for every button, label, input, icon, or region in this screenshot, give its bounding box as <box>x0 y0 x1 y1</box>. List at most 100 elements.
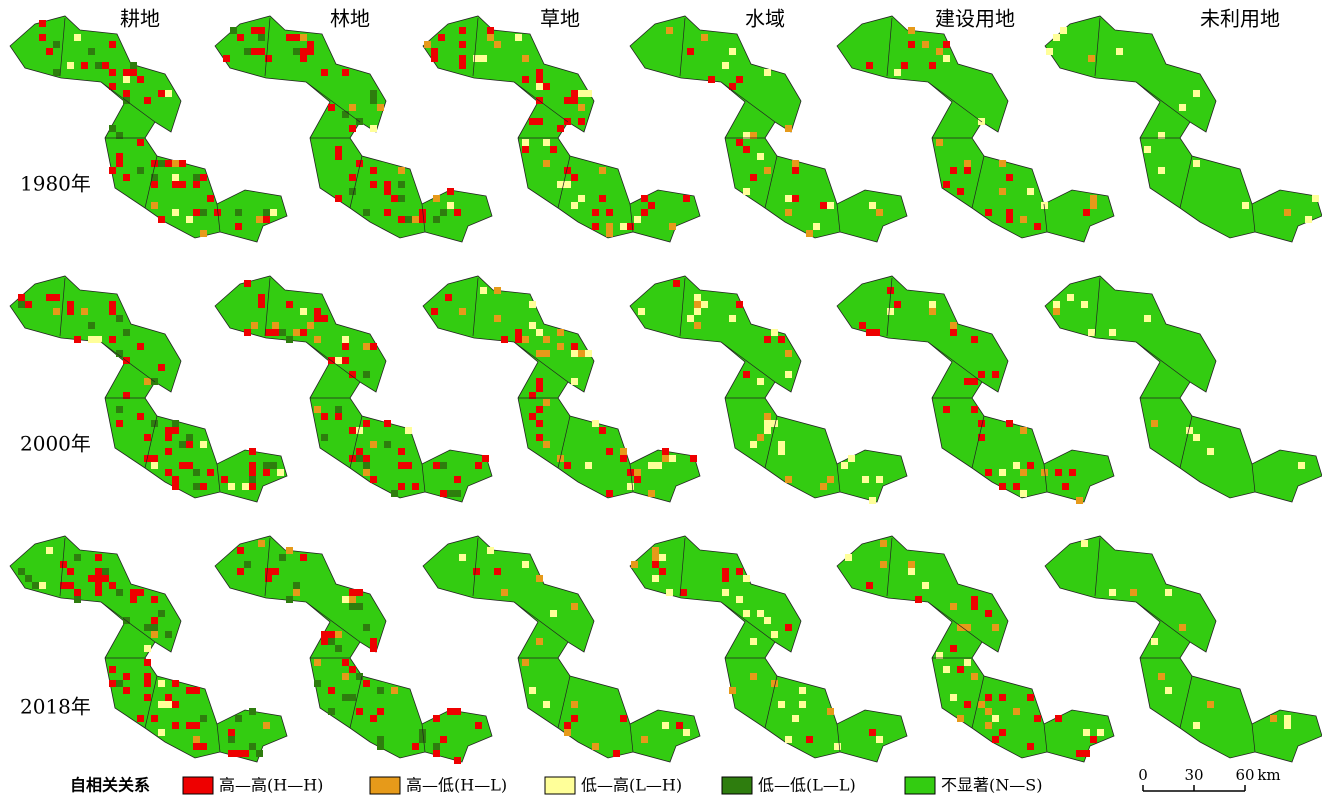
cluster-cell <box>391 195 398 202</box>
cluster-cell <box>620 455 627 462</box>
cluster-cell <box>200 230 207 237</box>
legend-label: 低—高(L—H) <box>581 776 682 795</box>
cluster-cell <box>256 216 263 223</box>
cluster-cell <box>978 371 985 378</box>
cluster-cell <box>964 160 971 167</box>
cluster-cell <box>908 568 915 575</box>
cluster-cell <box>543 441 550 448</box>
cluster-cell <box>522 659 529 666</box>
cluster-cell <box>454 476 461 483</box>
cluster-cell <box>522 146 529 153</box>
cluster-cell <box>571 90 578 97</box>
cluster-cell <box>992 371 999 378</box>
cluster-cell <box>356 589 363 596</box>
cluster-cell <box>536 76 543 83</box>
cluster-cell <box>1284 722 1291 729</box>
cluster-cell <box>321 631 328 638</box>
cluster-cell <box>137 139 144 146</box>
cluster-cell <box>200 441 207 448</box>
cluster-cell <box>244 280 251 287</box>
cluster-cell <box>1165 589 1172 596</box>
cluster-cell <box>482 455 489 462</box>
cluster-cell <box>431 55 438 62</box>
cluster-cell <box>701 34 708 41</box>
cluster-cell <box>887 308 894 315</box>
cluster-cell <box>251 27 258 34</box>
cluster-cell <box>778 336 785 343</box>
cluster-cell <box>293 329 300 336</box>
cluster-cell <box>81 62 88 69</box>
cluster-cell <box>74 589 81 596</box>
cluster-cell <box>342 694 349 701</box>
legend-swatch <box>545 777 575 794</box>
cluster-cell <box>1312 195 1319 202</box>
cluster-cell <box>1179 104 1186 111</box>
cluster-cell <box>950 322 957 329</box>
cluster-cell <box>950 694 957 701</box>
cluster-cell <box>529 301 536 308</box>
cluster-cell <box>1193 160 1200 167</box>
cluster-cell <box>915 596 922 603</box>
cluster-cell <box>433 195 440 202</box>
cluster-cell <box>985 209 992 216</box>
cluster-cell <box>242 750 249 757</box>
cluster-cell <box>307 48 314 55</box>
cluster-cell <box>1027 462 1034 469</box>
cluster-cell <box>1144 315 1151 322</box>
cluster-cell <box>578 104 585 111</box>
cluster-cell <box>957 188 964 195</box>
cluster-cell <box>335 406 342 413</box>
cluster-cell <box>193 181 200 188</box>
cluster-cell <box>1116 48 1123 55</box>
cluster-cell <box>869 497 876 504</box>
cluster-cell <box>494 568 501 575</box>
cluster-cell <box>736 568 743 575</box>
figure: 耕地林地草地水域建设用地未利用地1980年2000年2018年 自相关关系 高—… <box>0 0 1322 799</box>
cluster-cell <box>335 153 342 160</box>
cluster-cell <box>249 448 256 455</box>
cluster-cell <box>722 589 729 596</box>
cluster-cell <box>193 174 200 181</box>
cluster-cell <box>971 673 978 680</box>
cluster-cell <box>244 48 251 55</box>
labels: 耕地林地草地水域建设用地未利用地1980年2000年2018年 <box>20 7 1280 719</box>
cluster-cell <box>606 223 613 230</box>
cluster-cell <box>1158 673 1165 680</box>
cluster-cell <box>564 722 571 729</box>
cluster-cell <box>820 202 827 209</box>
cluster-cell <box>557 329 564 336</box>
cluster-cell <box>859 322 866 329</box>
cluster-cell <box>494 287 501 294</box>
cluster-cell <box>522 139 529 146</box>
cluster-cell <box>1090 736 1097 743</box>
cluster-cell <box>634 469 641 476</box>
cluster-cell <box>1207 701 1214 708</box>
cluster-cell <box>370 715 377 722</box>
cluster-cell <box>1053 34 1060 41</box>
cluster-cell <box>137 589 144 596</box>
cluster-cell <box>876 476 883 483</box>
cluster-cell <box>564 181 571 188</box>
cluster-cell <box>1062 483 1069 490</box>
cluster-cell <box>648 462 655 469</box>
cluster-cell <box>88 322 95 329</box>
cluster-cell <box>342 343 349 350</box>
cluster-cell <box>363 455 370 462</box>
cluster-cell <box>186 434 193 441</box>
cluster-cell <box>151 715 158 722</box>
cluster-cell <box>929 301 936 308</box>
cluster-cell <box>687 315 694 322</box>
cluster-cell <box>1013 462 1020 469</box>
cluster-cell <box>1109 329 1116 336</box>
cluster-cell <box>757 153 764 160</box>
cluster-cell <box>95 589 102 596</box>
legend-swatch <box>722 777 752 794</box>
cluster-cell <box>1013 708 1020 715</box>
cluster-cell <box>1055 469 1062 476</box>
cluster-cell <box>193 483 200 490</box>
cluster-cell <box>1069 469 1076 476</box>
cluster-cell <box>515 34 522 41</box>
cluster-cell <box>1193 90 1200 97</box>
cluster-cell <box>631 561 638 568</box>
cluster-cell <box>151 617 158 624</box>
